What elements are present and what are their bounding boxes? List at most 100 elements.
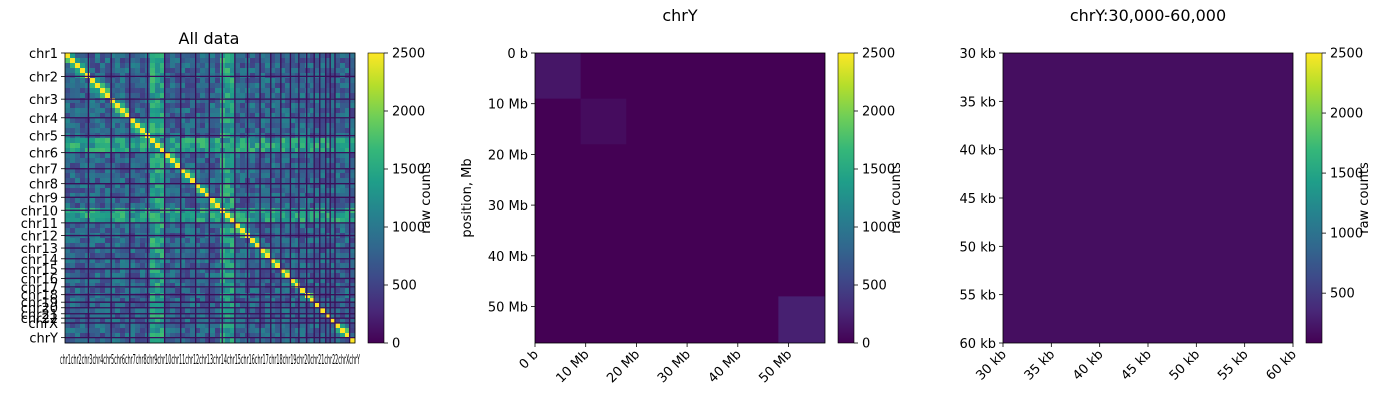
heatmap-cell [155,318,161,324]
heatmap-cell [130,258,136,264]
heatmap-cell [215,148,221,154]
heatmap-cell [175,88,181,94]
heatmap-cell [290,88,296,94]
heatmap-cell [195,308,201,314]
heatmap-cell [160,168,166,174]
heatmap-cell [225,68,231,74]
heatmap-cell [80,123,86,129]
heatmap-cell [285,98,291,104]
heatmap-cell [285,238,291,244]
heatmap-cell [260,168,266,174]
heatmap-cell [305,93,311,99]
heatmap-cell [185,118,191,124]
heatmap-cell [100,278,106,284]
heatmap-cell [85,263,91,269]
heatmap-cell [75,288,81,294]
heatmap-cell [135,283,141,289]
heatmap-cell [140,68,146,74]
heatmap-cell [120,278,126,284]
heatmap-cell [320,248,326,254]
heatmap-cell [230,198,236,204]
heatmap-cell [260,53,266,59]
heatmap-cell [185,168,191,174]
heatmap-cell [95,263,101,269]
heatmap-cell [250,193,256,199]
heatmap-cell [215,178,221,184]
heatmap-cell [335,273,341,279]
heatmap-cell [195,103,201,109]
heatmap-cell [175,243,181,249]
heatmap-cell [205,63,211,69]
heatmap-cell [90,118,96,124]
heatmap-cell [325,168,331,174]
heatmap-cell [320,288,326,294]
heatmap-cell [190,203,196,209]
heatmap-cell [270,263,276,269]
heatmap-cell [170,123,176,129]
heatmap-cell [215,243,221,249]
heatmap-cell [215,313,221,319]
heatmap-cell [135,118,141,124]
heatmap-cell [275,53,281,59]
heatmap-cell [150,253,156,259]
heatmap-cell [140,253,146,259]
heatmap-cell [90,53,96,59]
heatmap-cell [300,238,306,244]
heatmap-cell [190,138,196,144]
heatmap-cell [65,298,71,304]
heatmap-cell [205,53,211,59]
heatmap-cell [235,163,241,169]
heatmap-cell [85,173,91,179]
heatmap-cell [70,298,76,304]
heatmap-cell [340,98,346,104]
heatmap-cell [240,313,246,319]
heatmap-cell [275,248,281,254]
heatmap-cell [300,248,306,254]
heatmap-cell [215,83,221,89]
heatmap-cell [90,298,96,304]
heatmap-cell [240,203,246,209]
heatmap-cell [275,218,281,224]
heatmap-cell [160,78,166,84]
heatmap-cell [270,88,276,94]
heatmap-cell [190,228,196,234]
heatmap-cell [80,113,86,119]
heatmap-cell [140,278,146,284]
heatmap-chry-zoom[interactable] [1003,53,1293,343]
heatmap-cell [195,253,201,259]
heatmap-cell [80,213,86,219]
heatmap-cell [110,193,116,199]
heatmap-chry[interactable] [535,53,825,343]
heatmap-cell [90,278,96,284]
heatmap-cell [180,78,186,84]
heatmap-cell [235,258,241,264]
heatmap-cell [250,168,256,174]
heatmap-cell [125,288,131,294]
heatmap-cell [215,188,221,194]
heatmap-cell [95,238,101,244]
heatmap-cell [255,318,261,324]
heatmap-cell [225,98,231,104]
heatmap-cell [100,318,106,324]
heatmap-cell [185,248,191,254]
heatmap-cell [310,143,316,149]
heatmap-cell [275,273,281,279]
heatmap-cell [250,338,256,344]
heatmap-cell [290,288,296,294]
heatmap-cell [235,128,241,134]
heatmap-cell [200,113,206,119]
heatmap-cell [300,153,306,159]
heatmap-cell [230,178,236,184]
heatmap-cell [65,93,71,99]
heatmap-genome-wide[interactable] [65,53,356,344]
heatmap-cell [265,113,271,119]
heatmap-cell [340,283,346,289]
heatmap-cell [230,273,236,279]
heatmap-cell [285,298,291,304]
heatmap-cell [100,243,106,249]
heatmap-cell [200,168,206,174]
heatmap-cell [175,308,181,314]
heatmap-cell [310,288,316,294]
heatmap-cell [230,118,236,124]
heatmap-cell [240,218,246,224]
